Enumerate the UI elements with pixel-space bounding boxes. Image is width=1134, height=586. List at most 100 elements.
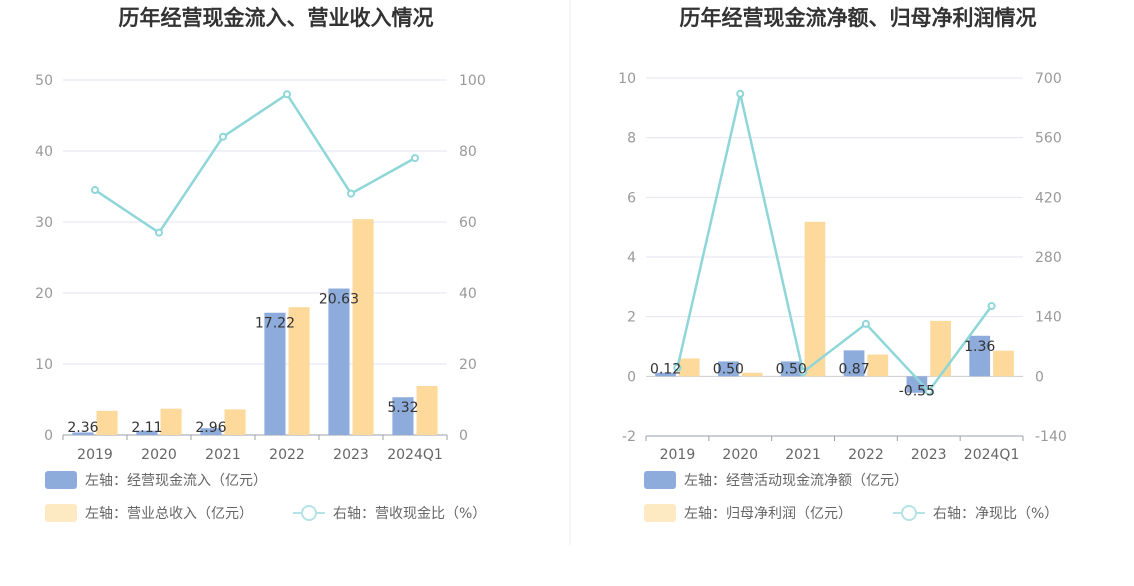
x-tick-label: 2020 — [141, 447, 177, 463]
line-point[interactable] — [673, 363, 682, 372]
y-right-tick-label: 20 — [459, 357, 477, 373]
bar[interactable] — [200, 428, 222, 435]
bar[interactable] — [906, 376, 928, 393]
series-line — [94, 92, 416, 235]
line-point[interactable] — [861, 319, 870, 328]
legend-swatch[interactable] — [45, 504, 77, 522]
bar[interactable] — [804, 221, 826, 377]
data-label: 0.87 — [838, 361, 869, 377]
bar[interactable] — [780, 361, 802, 377]
y-left-tick-label: 10 — [35, 357, 53, 373]
data-label: 0.12 — [650, 361, 681, 377]
y-left-tick-label: 4 — [627, 250, 636, 266]
line-point[interactable] — [155, 228, 163, 237]
data-label: 0.50 — [713, 361, 744, 377]
y-right-tick-label: -140 — [1035, 429, 1067, 445]
legend-label: 左轴：经营现金流入（亿元） — [85, 473, 267, 489]
x-tick-label: 2020 — [722, 447, 758, 463]
x-tick-label: 2023 — [333, 447, 369, 463]
line-point[interactable] — [283, 90, 291, 99]
x-tick-label: 2024Q1 — [964, 447, 1020, 463]
bar[interactable] — [655, 372, 676, 377]
bar[interactable] — [96, 410, 118, 435]
y-right-tick-label: 80 — [459, 144, 477, 160]
line-point[interactable] — [347, 189, 355, 198]
x-tick-label: 2021 — [785, 447, 821, 463]
x-tick-label: 2021 — [205, 447, 241, 463]
legend-swatch[interactable] — [644, 504, 676, 522]
bar[interactable] — [741, 372, 763, 377]
y-left-tick-label: 0 — [44, 428, 53, 444]
data-label: 2.11 — [131, 420, 162, 436]
legend-swatch-marker — [301, 505, 317, 521]
line-point[interactable] — [799, 368, 808, 377]
y-right-tick-label: 420 — [1035, 190, 1062, 206]
chart-title: 历年经营现金流入、营业收入情况 — [119, 6, 434, 30]
y-left-tick-label: 2 — [627, 310, 636, 326]
bar[interactable] — [678, 358, 700, 377]
y-right-tick-label: 0 — [459, 428, 468, 444]
line-point[interactable] — [736, 89, 745, 98]
x-tick-label: 2022 — [848, 447, 884, 463]
legend-label: 左轴：经营活动现金流净额（亿元） — [684, 473, 908, 489]
x-tick-label: 2024Q1 — [387, 447, 443, 463]
bar[interactable] — [288, 307, 310, 435]
y-left-tick-label: 10 — [618, 71, 636, 87]
bar[interactable] — [867, 354, 889, 377]
bar[interactable] — [718, 361, 739, 377]
bar[interactable] — [72, 432, 94, 435]
legend-label: 右轴：净现比（%） — [933, 506, 1058, 522]
bar[interactable] — [136, 430, 158, 435]
y-right-tick-label: 40 — [459, 286, 477, 302]
x-tick-label: 2019 — [77, 447, 113, 463]
line-point[interactable] — [924, 387, 933, 396]
bar[interactable] — [224, 409, 246, 435]
bar[interactable] — [969, 335, 991, 377]
data-label: -0.55 — [899, 384, 935, 400]
legend-swatch[interactable] — [45, 471, 77, 489]
y-right-tick-label: 700 — [1035, 71, 1062, 87]
y-left-tick-label: 50 — [35, 73, 53, 89]
legend-swatch[interactable] — [644, 471, 676, 489]
bar[interactable] — [416, 386, 438, 435]
bar[interactable] — [160, 408, 182, 435]
y-right-tick-label: 280 — [1035, 250, 1062, 266]
data-label: 5.32 — [387, 400, 418, 416]
y-right-tick-label: 560 — [1035, 131, 1062, 147]
y-left-tick-label: -2 — [622, 429, 636, 445]
y-right-tick-label: 100 — [459, 73, 486, 89]
chart-1: 历年经营现金流入、营业收入情况 0 10 20 30 40 50 0 20 40 60 80 100 20… — [35, 6, 486, 522]
y-left-tick-label: 8 — [627, 131, 636, 147]
line-point[interactable] — [219, 132, 227, 141]
y-right-tick-label: 140 — [1035, 310, 1062, 326]
legend-label: 左轴：营业总收入（亿元） — [85, 506, 253, 522]
data-label: 0.50 — [776, 361, 807, 377]
bar[interactable] — [328, 288, 350, 435]
x-tick-label: 2022 — [269, 447, 305, 463]
bar[interactable] — [843, 350, 865, 377]
bar[interactable] — [392, 397, 414, 435]
y-right-tick-label: 0 — [1035, 369, 1044, 385]
y-right-tick-label: 60 — [459, 215, 477, 231]
line-point[interactable] — [411, 154, 419, 163]
y-left-tick-label: 0 — [627, 369, 636, 385]
data-label: 17.22 — [255, 316, 295, 332]
line-point[interactable] — [91, 186, 99, 195]
data-label: 1.36 — [964, 339, 995, 355]
data-label: 2.96 — [195, 420, 226, 436]
y-left-tick-label: 40 — [35, 144, 53, 160]
y-left-tick-label: 20 — [35, 286, 53, 302]
bar[interactable] — [352, 219, 374, 435]
y-left-tick-label: 30 — [35, 215, 53, 231]
data-label: 2.36 — [67, 420, 98, 436]
chart-2: 历年经营现金流净额、归母净利润情况 -2 0 2 4 6 8 10 -140 0 140 280 420… — [618, 6, 1067, 522]
series-line — [676, 93, 993, 394]
bar[interactable] — [264, 312, 286, 435]
bar[interactable] — [993, 350, 1014, 377]
bar[interactable] — [930, 320, 951, 377]
x-tick-label: 2023 — [911, 447, 947, 463]
y-left-tick-label: 6 — [627, 190, 636, 206]
line-point[interactable] — [987, 302, 996, 311]
